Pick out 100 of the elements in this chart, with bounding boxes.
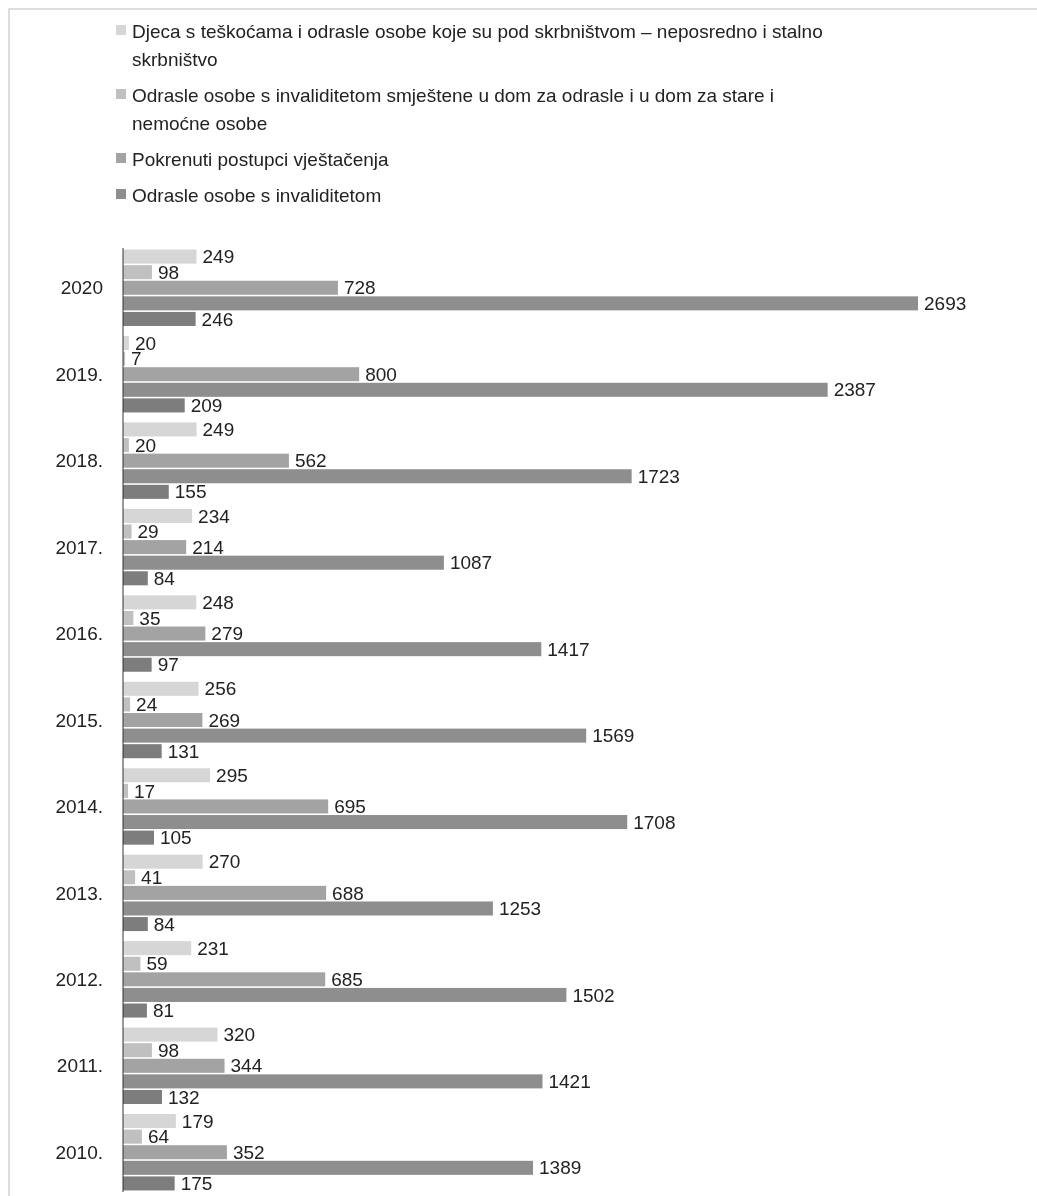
data-label: 685 (331, 968, 363, 990)
bar (123, 453, 289, 468)
data-label: 1389 (539, 1157, 582, 1179)
y-tick-label: 2015. (55, 709, 103, 731)
bar (123, 830, 154, 845)
data-label: 214 (192, 536, 225, 558)
bar (123, 1160, 534, 1175)
data-label: 98 (157, 261, 180, 283)
bar (123, 249, 197, 264)
data-label: 29 (137, 521, 159, 543)
bar (123, 508, 193, 523)
legend-label: Djeca s teškoćama i odrasle osobe koje su pod skrbništvom – neposredno i stalno skrbništvo (132, 21, 823, 70)
data-label: 320 (223, 1024, 256, 1046)
bar (123, 972, 326, 987)
data-label: 81 (152, 1000, 175, 1022)
bar (123, 265, 152, 280)
data-label: 98 (157, 1039, 180, 1061)
bar (123, 595, 197, 610)
bar (123, 1043, 152, 1058)
bar (123, 311, 196, 326)
data-label: 105 (160, 827, 192, 849)
data-label: 728 (343, 277, 376, 299)
bar (123, 382, 828, 397)
data-label: 234 (198, 505, 231, 527)
data-label: 155 (174, 481, 207, 503)
data-label: 562 (294, 450, 327, 472)
bar (123, 1058, 225, 1073)
y-tick-label: 2013. (55, 882, 103, 904)
data-label: 2693 (924, 293, 967, 315)
y-tick-label: 2016. (55, 623, 103, 645)
bar (123, 956, 141, 971)
bar (123, 744, 162, 759)
bar (123, 1074, 543, 1089)
bar (123, 296, 918, 311)
data-label: 800 (365, 363, 397, 385)
bar (123, 422, 197, 437)
data-label: 688 (332, 882, 364, 904)
bar (123, 712, 203, 728)
data-label: 1569 (592, 725, 635, 747)
data-label: 17 (134, 780, 156, 802)
bar (123, 1176, 175, 1191)
bar (123, 642, 542, 657)
data-label: 295 (216, 764, 248, 786)
bar (123, 540, 187, 555)
bar (123, 885, 327, 900)
data-label: 695 (334, 796, 366, 818)
data-label: 132 (167, 1086, 200, 1108)
legend-label: Odrasle osobe s invaliditetom smještene u dom za odrasle i u dom za stare i nemoćne osobe (132, 85, 775, 134)
data-label: 1087 (449, 552, 493, 574)
bar (123, 681, 199, 696)
data-label: 1253 (498, 898, 542, 920)
data-label: 84 (153, 913, 176, 935)
legend-label: Odrasle osobe s invaliditetom (132, 185, 382, 206)
bar (123, 555, 444, 570)
bar (123, 941, 192, 956)
y-tick-label: 2017. (55, 536, 103, 558)
y-tick-label: 2020 (60, 277, 103, 299)
bar (123, 1145, 227, 1160)
data-label: 352 (232, 1141, 265, 1163)
data-label: 248 (202, 592, 234, 614)
bar (123, 799, 329, 814)
data-label: 1417 (547, 638, 590, 660)
data-label: 97 (157, 654, 179, 676)
y-tick-label: 2011. (56, 1055, 103, 1077)
data-label: 1723 (637, 465, 680, 487)
data-label: 249 (202, 419, 235, 441)
y-tick-label: 2018. (55, 450, 103, 472)
bar (123, 626, 206, 641)
data-label: 269 (208, 709, 241, 731)
bar (123, 854, 203, 869)
data-label: 344 (230, 1055, 263, 1077)
data-label: 249 (202, 246, 235, 268)
data-label: 279 (211, 623, 244, 645)
y-tick-label: 2014. (55, 796, 103, 818)
data-label: 1502 (572, 984, 615, 1006)
bar (123, 571, 148, 586)
data-label: 84 (153, 567, 176, 589)
legend-label: Pokrenuti postupci vještačenja (132, 149, 390, 170)
data-label: 1708 (633, 811, 676, 833)
bar (123, 524, 132, 539)
data-label: 41 (141, 866, 163, 888)
bar (123, 728, 587, 743)
data-label: 256 (204, 678, 237, 700)
bar (123, 280, 338, 295)
data-label: 2387 (833, 379, 876, 401)
bar (123, 484, 169, 499)
data-label: 1421 (548, 1071, 591, 1093)
bar (123, 917, 148, 932)
y-tick-label: 2010. (55, 1141, 103, 1163)
data-label: 59 (146, 953, 168, 975)
data-label: 179 (181, 1110, 214, 1132)
bar (123, 870, 136, 885)
bar (123, 1114, 176, 1129)
y-tick-label: 2012. (55, 968, 103, 990)
data-label: 231 (197, 937, 229, 959)
data-label: 246 (201, 308, 234, 330)
data-label: 270 (208, 851, 241, 873)
bar (123, 768, 211, 783)
data-label: 20 (134, 434, 157, 456)
data-label: 131 (167, 740, 200, 762)
